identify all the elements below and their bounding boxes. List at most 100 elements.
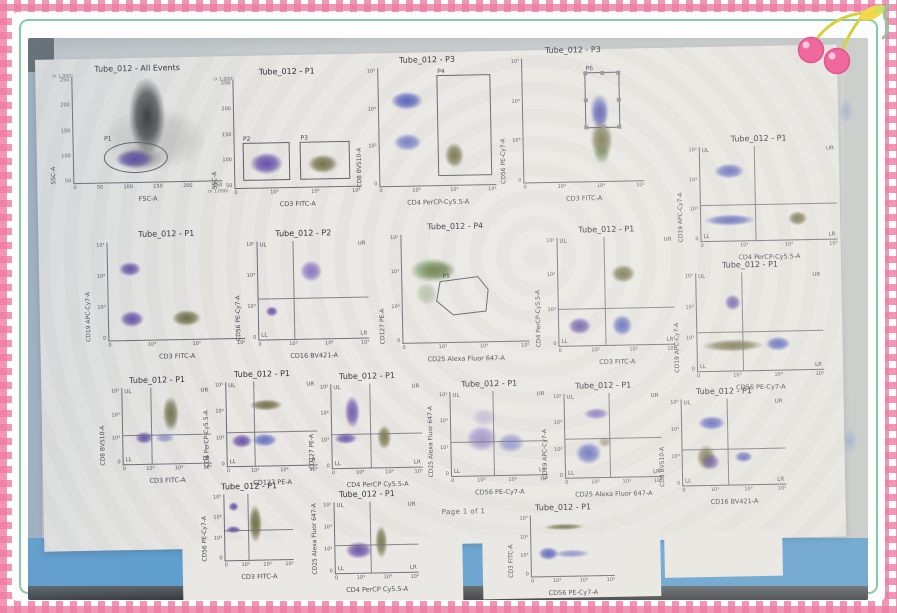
x-axis-ticks: 0 10³ 10⁴ 10⁵ (123, 465, 212, 473)
cell-population-cluster (734, 451, 753, 464)
tick-label: 10⁵ (688, 147, 697, 154)
scatter-plot-p1-cd19-vs-cd3[interactable]: Tube_012 - P1 CD19 APC-Cy7-A CD3 FITC-A 10⁵… (82, 228, 253, 363)
gate-P6[interactable]: P6 (583, 65, 622, 130)
gate-handle[interactable] (600, 125, 605, 130)
tick-label: 0 (326, 463, 330, 470)
y-axis-ticks: 10⁵ 10⁴ 10³ 0 (316, 502, 333, 574)
tick-label: 10³ (97, 304, 106, 311)
tick-label: 10³ (438, 344, 448, 351)
quadrant-vline (608, 392, 612, 477)
tick-label: 10³ (355, 469, 365, 476)
tick-label: 10⁴ (325, 340, 334, 347)
quadrant-hline (227, 430, 318, 434)
cell-population-cluster (228, 501, 239, 512)
scatter-plot-p1-ssc-vs-cd3[interactable]: Tube_012 - P1 SSC-A CD3 FITC-A 250 200 150 100… (208, 66, 368, 211)
tick-label: 10⁴ (546, 272, 556, 279)
scatter-plot-p3-cd56-vs-cd3[interactable]: Tube_012 - P3 CD56 PE-Cy7-A CD3 FITC-A 10⁵ 1… (497, 44, 652, 205)
gate-P5[interactable] (401, 232, 529, 342)
scatter-plot-p3-cd8-vs-cd4[interactable]: Tube_012 - P3 CD8 BV510-A CD4 PerCP-Cy5.5-… (353, 54, 504, 209)
tick-label: 10³ (733, 372, 742, 379)
tick-label: 10⁵ (410, 573, 419, 580)
plot-title: Tube_012 - P1 (138, 228, 195, 239)
tick-label: 10⁵ (606, 576, 616, 584)
x-axis-ticks: 0 10³ 10⁴ 10⁵ (451, 476, 548, 484)
tick-label: 10⁴ (629, 346, 638, 353)
quadrant-label-LR: LR (777, 476, 785, 483)
gate-handle[interactable] (599, 70, 604, 75)
plot-area: P1 (71, 74, 223, 185)
tick-label: 10⁵ (510, 58, 520, 65)
quadrant-hline (700, 202, 837, 207)
gate-P4[interactable]: P4 (436, 68, 493, 177)
plot-area: UL UR LL LR (563, 391, 663, 479)
tick-label: 10⁵ (815, 370, 825, 377)
tick-label: 10⁵ (684, 273, 694, 280)
tick-label: 10⁵ (212, 494, 222, 501)
quadrant-label-LR: LR (815, 361, 823, 368)
cherry-icon (823, 47, 851, 75)
scatter-plot-p1-cd127-vs-cd4[interactable]: Tube_012 - P1 CD127 PE-A CD4 PerCP Cy5.5-A… (306, 370, 430, 490)
y-axis-unit: (x 1,000) (52, 74, 73, 80)
screen-right-band (844, 38, 868, 600)
tick-label: 10⁵ (829, 240, 838, 247)
x-axis-label: CD4 PerCP Cy5.5-A (346, 584, 409, 595)
tick-label: 0 (73, 185, 77, 192)
plot-area: P2 P3 (232, 77, 361, 190)
scatter-plot-p1-cd8-vs-cd16[interactable]: Tube_012 - P1 CD8 BV510-A CD16 BV421-A 10⁵ 1… (656, 385, 793, 508)
gate-handle[interactable] (583, 71, 588, 76)
tick-label: 10⁴ (784, 241, 794, 248)
plot-title: Tube_012 - P4 (427, 221, 484, 232)
tick-label: 10⁵ (110, 388, 120, 395)
cell-population-cluster (703, 213, 756, 227)
scatter-plot-p1-cd56-vs-cd3[interactable]: Tube_012 - P1 CD56 PE-Cy7-A CD3 FITC-A 10⁵ 1… (199, 481, 301, 583)
cell-population-cluster (554, 549, 590, 559)
quadrant-label-LR: LR (828, 231, 836, 238)
tick-label: 10⁴ (96, 273, 106, 280)
scatter-plot-p1-cd3-vs-cd56[interactable]: Tube_012 - P1 CD3 FITC-A CD56 PE-Cy7-A 10⁵ 1… (506, 502, 623, 599)
quadrant-label-LL: LL (125, 457, 132, 464)
gate-handle[interactable] (584, 98, 589, 103)
tick-label: 10⁴ (192, 340, 201, 347)
scatter-plot-p2-cd56-vs-cd16[interactable]: Tube_012 - P2 CD56 PE-Cy7-A CD16 BV421-A 10… (232, 227, 377, 362)
quadrant-label-LL: LL (337, 566, 344, 573)
scatter-plot-all-events[interactable]: Tube_012 - All Events SSC-A FSC-A 250 200 150… (47, 62, 230, 205)
plot-area: UL UR LL LR (449, 390, 549, 477)
tick-label: 0 (374, 181, 378, 188)
gate-handle[interactable] (584, 125, 589, 130)
gate-P3[interactable]: P3 (299, 134, 350, 181)
scatter-plot-p1-cd4-vs-cd3[interactable]: Tube_012 - P1 CD4 PerCP-Cy5.5-A CD3 FITC-A… (532, 224, 683, 369)
scatter-plot-p1-cd25-vs-cd4[interactable]: Tube_012 - P1 CD25 Alexa Fluor 647-A CD4 P… (309, 488, 426, 595)
gate-handle[interactable] (617, 125, 622, 130)
quadrant-label-LR: LR (360, 330, 368, 337)
plot-title: Tube_012 - P1 (339, 371, 396, 382)
scatter-plot-p1-cd19-vs-cd56[interactable]: Tube_012 - P1 CD19 APC-Cy7-A CD56 PE-Cy7-A… (671, 259, 832, 394)
cell-population-cluster (249, 399, 283, 411)
quadrant-label-UL: UL (566, 394, 574, 401)
scatter-plot-p1-cd19-vs-cd25[interactable]: Tube_012 - P1 CD19 APC-Cy7-A CD25 Alexa Fl… (539, 380, 669, 500)
scatter-plot-p1-cd25-vs-cd56[interactable]: Tube_012 - P1 CD25 Alexa Fluor 647-A CD56 … (425, 378, 555, 498)
cell-population-cluster (344, 395, 360, 428)
gate-handle[interactable] (616, 70, 621, 75)
quadrant-vline (754, 146, 757, 241)
tick-label: 10⁵ (390, 234, 399, 242)
tick-label: 10⁴ (385, 469, 394, 476)
tick-label: 10³ (547, 306, 556, 313)
tick-label: 10⁴ (553, 420, 563, 427)
cell-population-cluster (583, 408, 610, 420)
gate-P2[interactable]: P2 (242, 135, 290, 182)
scatter-plot-p1-cd19-vs-cd4[interactable]: Tube_012 - P1 CD19 APC-Cy7-A CD4 PerCP-Cy5… (675, 132, 845, 263)
quadrant-label-UL: UL (701, 147, 709, 155)
quadrant-label-UR: UR (812, 271, 821, 278)
gate-handle[interactable] (616, 97, 621, 102)
tick-label: 10³ (710, 486, 720, 493)
tick-label: 100 (123, 184, 134, 191)
plot-area: UL UR LL LR (330, 382, 423, 470)
tick-label: 0 (122, 466, 127, 473)
scatter-plot-p4-cd127-vs-cd25[interactable]: Tube_012 - P4 CD127 PE-A CD25 Alexa Fluor … (376, 220, 537, 365)
tick-label: 0 (402, 344, 406, 351)
tick-label: 10³ (356, 574, 366, 581)
tick-label: 10⁵ (636, 182, 645, 189)
tick-label: 0 (676, 480, 681, 487)
x-axis-ticks: 0 10³ 10⁴ 10⁵ (335, 574, 419, 582)
tick-label: 10⁴ (450, 186, 459, 193)
